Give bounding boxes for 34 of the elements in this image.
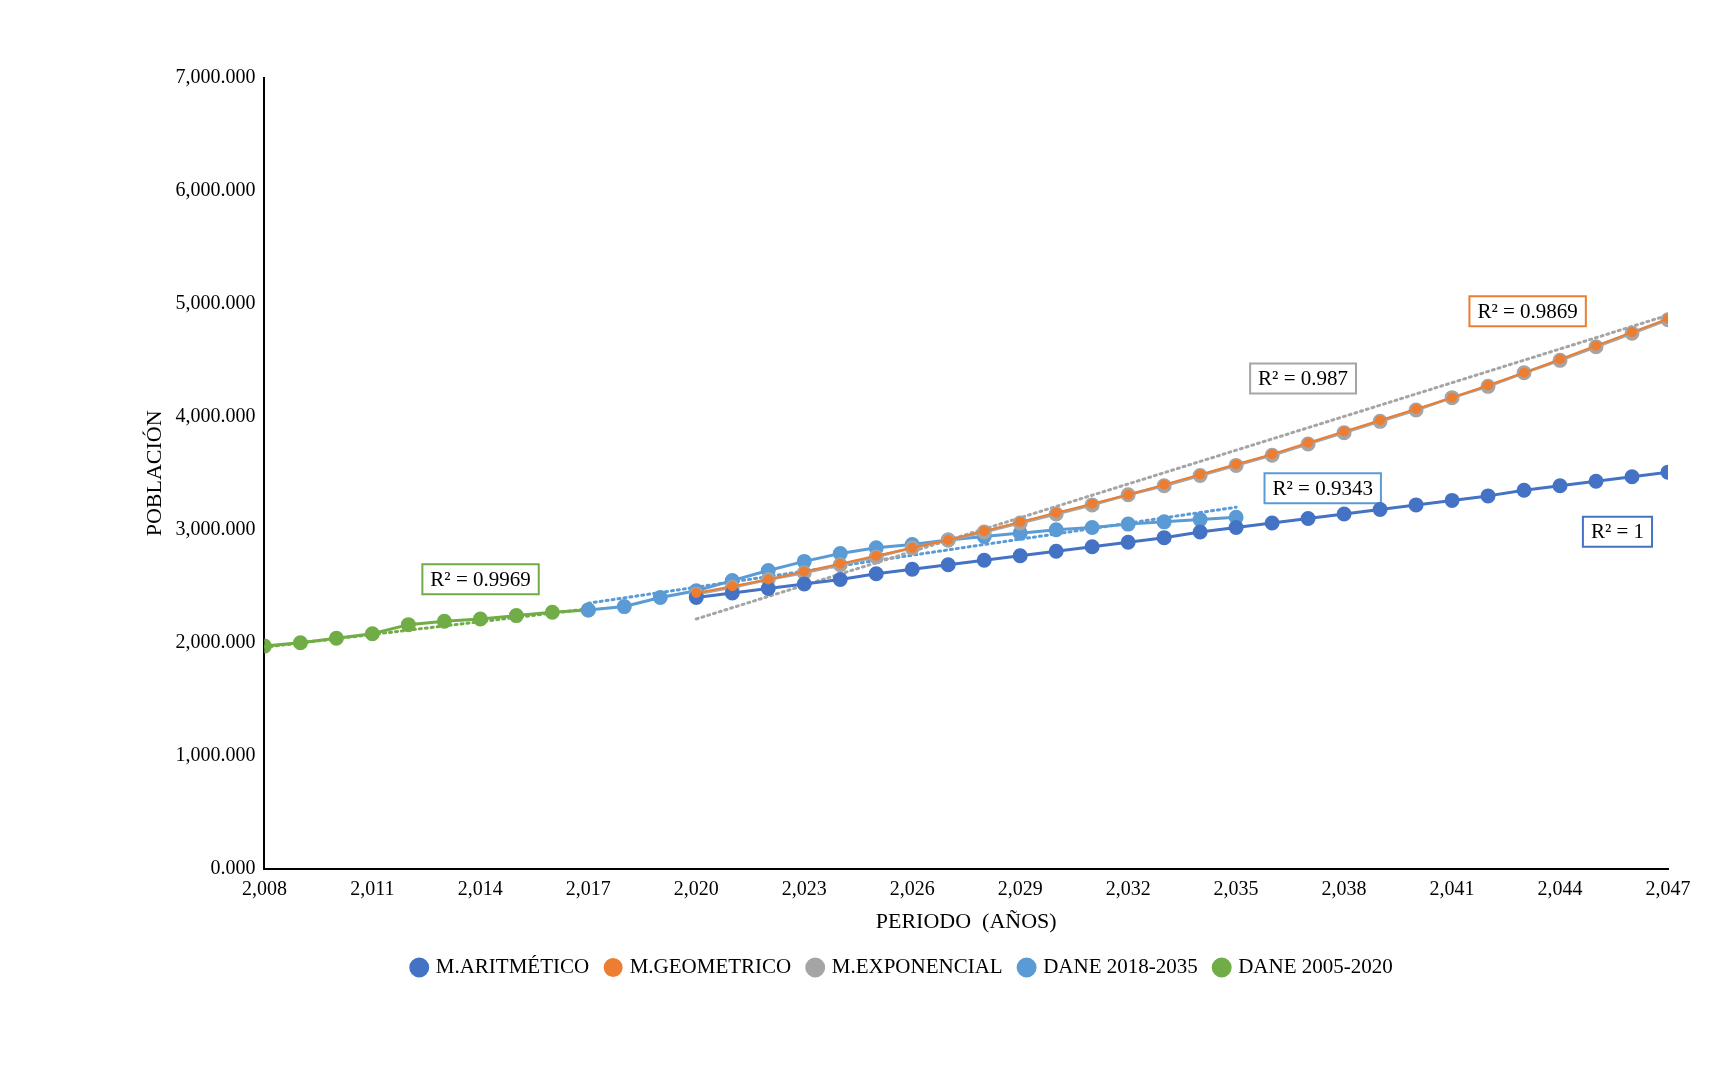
x-tick-label: 2,038 — [1321, 876, 1367, 899]
y-tick-label: 1,000.000 — [175, 742, 256, 765]
x-axis-title: PERIODO (AÑOS) — [875, 907, 1057, 933]
x-tick-label: 2,023 — [781, 876, 827, 899]
x-tick-label: 2,020 — [673, 876, 719, 899]
y-tick-label: 5,000.000 — [175, 291, 256, 314]
y-tick-label: 7,000.000 — [175, 65, 256, 88]
x-tick-label: 2,041 — [1429, 876, 1475, 899]
y-tick-label: 3,000.000 — [175, 517, 256, 540]
x-tick-label: 2,047 — [1645, 876, 1691, 899]
annotation: R² = 0.9869 — [1477, 298, 1578, 323]
x-tick-label: 2,011 — [350, 876, 395, 899]
legend-label: M.ARITMÉTICO — [435, 954, 590, 979]
x-tick-label: 2,008 — [241, 876, 287, 899]
annotation: R² = 1 — [1590, 519, 1645, 544]
x-tick-label: 2,035 — [1213, 876, 1259, 899]
x-tick-label: 2,044 — [1537, 876, 1583, 899]
annotation: R² = 0.987 — [1258, 365, 1349, 390]
y-tick-label: 4,000.000 — [175, 404, 256, 427]
x-tick-label: 2,032 — [1105, 876, 1151, 899]
legend-label: DANE 2005-2020 — [1238, 954, 1393, 979]
annotation: R² = 0.9969 — [430, 566, 531, 591]
annotation: R² = 0.9343 — [1272, 475, 1373, 500]
x-tick-label: 2,014 — [457, 876, 503, 899]
legend-label: M.GEOMETRICO — [629, 954, 792, 979]
y-tick-label: 2,000.000 — [175, 629, 256, 652]
y-tick-label: 6,000.000 — [175, 178, 256, 201]
x-tick-label: 2,017 — [565, 876, 611, 899]
y-axis-title: POBLACIÓN — [140, 410, 166, 537]
x-tick-label: 2,026 — [889, 876, 935, 899]
y-tick-label: 0.000 — [210, 855, 256, 878]
legend-label: DANE 2018-2035 — [1043, 954, 1198, 979]
x-tick-label: 2,029 — [997, 876, 1043, 899]
legend-label: M.EXPONENCIAL — [831, 954, 1003, 979]
